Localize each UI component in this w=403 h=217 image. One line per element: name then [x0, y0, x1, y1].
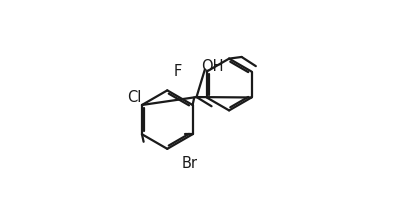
- Text: Br: Br: [182, 156, 198, 171]
- Text: OH: OH: [201, 59, 224, 74]
- Text: Cl: Cl: [127, 90, 141, 105]
- Text: F: F: [173, 64, 181, 79]
